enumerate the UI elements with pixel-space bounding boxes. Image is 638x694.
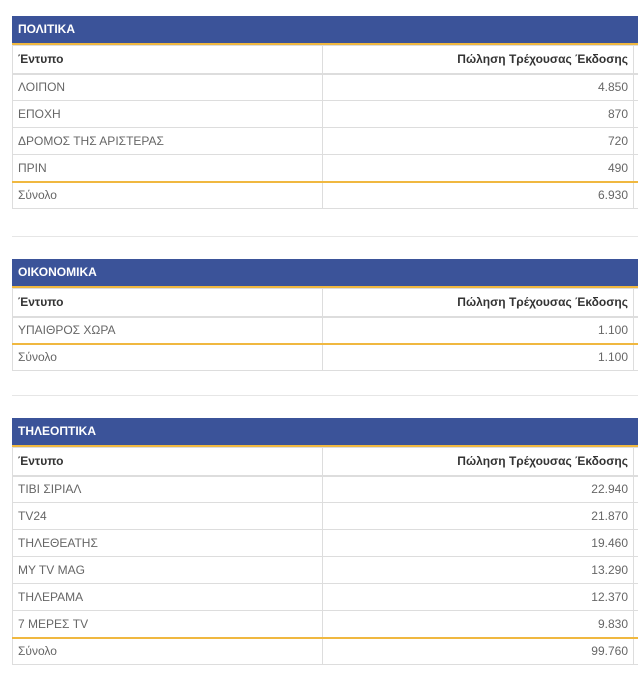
table-header-row: Έντυπο Πώληση Τρέχουσας Έκδοσης — [12, 447, 638, 477]
table-cell — [633, 529, 638, 557]
total-value: 1.100 — [322, 342, 634, 371]
sales-value: 1.100 — [322, 316, 634, 344]
publication-name: ΕΠΟΧΗ — [12, 100, 323, 128]
publication-name: ΤΗΛΕΡΑΜΑ — [12, 583, 323, 611]
table-cell — [633, 502, 638, 530]
publication-name: ΛΟΙΠΟΝ — [12, 73, 323, 101]
publication-name: ΤΗΛΕΘΕΑΤΗΣ — [12, 529, 323, 557]
sales-value: 4.850 — [322, 73, 634, 101]
section-divider — [12, 236, 638, 237]
total-row: Σύνολο 1.100 — [12, 342, 638, 371]
column-header-sales[interactable]: Πώληση Τρέχουσας Έκδοσης — [322, 45, 634, 75]
sales-value: 19.460 — [322, 529, 634, 557]
publication-name: MY TV MAG — [12, 556, 323, 584]
table-row: 7 ΜΕΡΕΣ TV 9.830 — [12, 610, 638, 638]
table-cell — [633, 636, 638, 665]
sales-value: 21.870 — [322, 502, 634, 530]
sales-value: 13.290 — [322, 556, 634, 584]
table-cell — [633, 475, 638, 503]
publication-name: ΠΡΙΝ — [12, 154, 323, 182]
publication-name: ΤΙΒΙ ΣΙΡΙΑΛ — [12, 475, 323, 503]
publication-name: ΥΠΑΙΘΡΟΣ ΧΩΡΑ — [12, 316, 323, 344]
table-cell — [633, 316, 638, 344]
total-row: Σύνολο 99.760 — [12, 636, 638, 665]
table-cell — [633, 154, 638, 182]
table-row: ΤΗΛΕΘΕΑΤΗΣ 19.460 — [12, 529, 638, 557]
total-label: Σύνολο — [12, 636, 323, 665]
sales-value: 12.370 — [322, 583, 634, 611]
table-row: ΕΠΟΧΗ 870 — [12, 100, 638, 128]
column-header-name[interactable]: Έντυπο — [12, 288, 323, 318]
table-cell — [633, 73, 638, 101]
section-table: ΟΙΚΟΝΟΜΙΚΑ Έντυπο Πώληση Τρέχουσας Έκδοσης… — [12, 259, 638, 371]
column-header-sales[interactable]: Πώληση Τρέχουσας Έκδοσης — [322, 288, 634, 318]
table-cell — [633, 447, 638, 477]
sales-value: 490 — [322, 154, 634, 182]
sales-value: 22.940 — [322, 475, 634, 503]
data-table: Έντυπο Πώληση Τρέχουσας Έκδοσης ΛΟΙΠΟΝ 4.85… — [12, 45, 638, 209]
column-header-name[interactable]: Έντυπο — [12, 447, 323, 477]
total-row: Σύνολο 6.930 — [12, 180, 638, 209]
table-cell — [633, 610, 638, 638]
publication-name: ΔΡΟΜΟΣ ΤΗΣ ΑΡΙΣΤΕΡΑΣ — [12, 127, 323, 155]
table-row: ΠΡΙΝ 490 — [12, 154, 638, 182]
table-row: TV24 21.870 — [12, 502, 638, 530]
table-cell — [633, 180, 638, 209]
table-row: ΥΠΑΙΘΡΟΣ ΧΩΡΑ 1.100 — [12, 316, 638, 344]
sales-value: 9.830 — [322, 610, 634, 638]
section-divider — [12, 395, 638, 396]
publication-name: 7 ΜΕΡΕΣ TV — [12, 610, 323, 638]
sales-value: 870 — [322, 100, 634, 128]
publication-name: TV24 — [12, 502, 323, 530]
table-cell — [633, 583, 638, 611]
table-cell — [633, 342, 638, 371]
sales-value: 720 — [322, 127, 634, 155]
table-cell — [633, 127, 638, 155]
table-cell — [633, 100, 638, 128]
table-row: ΛΟΙΠΟΝ 4.850 — [12, 73, 638, 101]
table-header-row: Έντυπο Πώληση Τρέχουσας Έκδοσης — [12, 288, 638, 318]
table-row: ΤΗΛΕΡΑΜΑ 12.370 — [12, 583, 638, 611]
section-table: ΤΗΛΕΟΠΤΙΚΑ Έντυπο Πώληση Τρέχουσας Έκδοσης… — [12, 418, 638, 665]
section-title: ΟΙΚΟΝΟΜΙΚΑ — [12, 259, 638, 288]
table-cell — [633, 556, 638, 584]
total-value: 99.760 — [322, 636, 634, 665]
table-row: ΤΙΒΙ ΣΙΡΙΑΛ 22.940 — [12, 475, 638, 503]
section-title: ΠΟΛΙΤΙΚΑ — [12, 16, 638, 45]
table-row: MY TV MAG 13.290 — [12, 556, 638, 584]
table-row: ΔΡΟΜΟΣ ΤΗΣ ΑΡΙΣΤΕΡΑΣ 720 — [12, 127, 638, 155]
table-cell — [633, 45, 638, 75]
column-header-name[interactable]: Έντυπο — [12, 45, 323, 75]
total-label: Σύνολο — [12, 342, 323, 371]
data-table: Έντυπο Πώληση Τρέχουσας Έκδοσης ΥΠΑΙΘΡΟΣ Χ… — [12, 288, 638, 371]
data-table: Έντυπο Πώληση Τρέχουσας Έκδοσης ΤΙΒΙ ΣΙΡΙΑ… — [12, 447, 638, 665]
section-table: ΠΟΛΙΤΙΚΑ Έντυπο Πώληση Τρέχουσας Έκδοσης ΛΟ… — [12, 16, 638, 209]
table-header-row: Έντυπο Πώληση Τρέχουσας Έκδοσης — [12, 45, 638, 75]
total-label: Σύνολο — [12, 180, 323, 209]
total-value: 6.930 — [322, 180, 634, 209]
section-title: ΤΗΛΕΟΠΤΙΚΑ — [12, 418, 638, 447]
column-header-sales[interactable]: Πώληση Τρέχουσας Έκδοσης — [322, 447, 634, 477]
table-cell — [633, 288, 638, 318]
